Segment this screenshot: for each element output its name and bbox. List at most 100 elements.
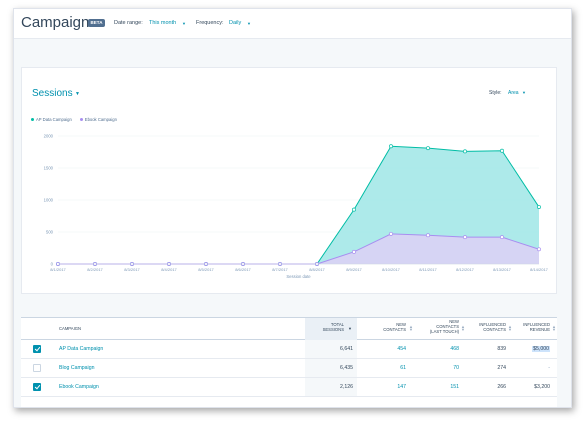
page-header: Campaigns BETA Date range: This month ▼ … — [14, 9, 571, 39]
chart-legend: AP Data Campaign Ebook Campaign — [31, 117, 117, 122]
data-point — [537, 205, 541, 209]
cell-sessions: 6,641 — [340, 346, 353, 352]
x-tick-label: 8/6/2017 — [235, 267, 251, 272]
beta-badge: BETA — [88, 19, 105, 27]
x-tick-label: 8/4/2017 — [161, 267, 177, 272]
sort-icon[interactable]: ▲ ▼ — [409, 324, 413, 332]
data-point — [352, 207, 356, 212]
col-campaign[interactable]: CAMPAIGN — [59, 326, 82, 331]
x-tick-label: 8/3/2017 — [124, 267, 140, 272]
sort-icon[interactable]: ▲ ▼ — [461, 324, 465, 332]
sort-desc-icon: ▼ — [348, 326, 352, 331]
cell-last-touch[interactable]: 468 — [450, 346, 459, 352]
x-tick-label: 8/1/2017 — [50, 267, 66, 272]
revenue-value: $5,000 — [532, 346, 550, 352]
sorted-cell-bg — [305, 340, 357, 358]
y-tick-label: 2000 — [44, 134, 54, 139]
table-row[interactable]: Blog Campaign 6,435 61 70 274 - — [21, 359, 557, 378]
col-new-contacts[interactable]: NEW — [396, 322, 406, 327]
frequency-dropdown[interactable]: Daily — [229, 20, 242, 26]
col-total-sessions[interactable]: TOTAL SESSIONS ▼ — [305, 318, 357, 340]
date-range-label: Date range: — [114, 20, 143, 26]
campaign-link[interactable]: AP Data Campaign — [59, 346, 104, 352]
col-header-line: CONTACTS — [436, 324, 459, 329]
cell-revenue: $5,000 — [510, 346, 550, 352]
col-header-line: CONTACTS — [483, 327, 506, 332]
cell-influenced: 274 — [497, 365, 506, 371]
x-tick-label: 8/12/2017 — [456, 267, 475, 272]
table-row[interactable]: Ebook Campaign 2,126 147 151 266 $3,200 — [21, 378, 557, 397]
legend-item-ebook[interactable]: Ebook Campaign — [79, 117, 117, 122]
legend-dot-icon — [31, 118, 34, 121]
y-tick-label: 500 — [46, 230, 54, 235]
data-point — [389, 144, 393, 149]
campaign-link[interactable]: Blog Campaign — [59, 365, 95, 371]
x-tick-label: 8/7/2017 — [272, 267, 288, 272]
cell-new-contacts[interactable]: 147 — [397, 384, 406, 390]
y-tick-label: 1500 — [44, 166, 54, 171]
cell-revenue: - — [548, 365, 550, 371]
data-point — [389, 231, 393, 236]
row-checkbox[interactable] — [33, 364, 41, 372]
col-influenced-contacts[interactable]: INFLUENCED — [479, 322, 506, 327]
cell-last-touch[interactable]: 70 — [453, 365, 459, 371]
data-point — [500, 235, 504, 240]
x-tick-label: 8/11/2017 — [419, 267, 437, 272]
x-tick-label: 8/13/2017 — [493, 267, 512, 272]
table-row[interactable]: AP Data Campaign 6,641 454 468 839 $5,00… — [21, 340, 557, 359]
x-tick-label: 8/14/2017 — [530, 267, 549, 272]
x-axis-label: Session date — [286, 274, 311, 279]
page-title: Campaigns — [21, 14, 97, 31]
legend-dot-icon — [79, 118, 83, 121]
data-point — [500, 148, 504, 153]
data-point — [537, 247, 541, 252]
sessions-area-chart: 0 500 1000 1500 2000 8/1/2017 8/2/2017 8/3/2017… — [44, 134, 549, 280]
cell-influenced: 266 — [497, 384, 506, 390]
cell-sessions: 6,435 — [340, 365, 353, 371]
y-tick-label: 0 — [51, 262, 54, 267]
chevron-down-icon[interactable]: ▼ — [75, 91, 80, 97]
sorted-cell-bg — [305, 359, 357, 377]
chevron-down-icon[interactable]: ▼ — [247, 21, 251, 26]
row-checkbox[interactable] — [33, 383, 41, 391]
check-icon — [34, 383, 40, 390]
sort-icon[interactable]: ▲ ▼ — [552, 324, 556, 332]
metric-dropdown[interactable]: Sessions — [32, 88, 73, 99]
cell-revenue: $3,200 — [534, 384, 550, 390]
check-icon — [34, 345, 40, 352]
app-window: Campaigns BETA Date range: This month ▼ … — [13, 8, 572, 408]
col-header-line: REVENUE — [529, 327, 550, 332]
date-range-dropdown[interactable]: This month — [149, 20, 177, 26]
frequency-label: Frequency: — [196, 20, 224, 26]
cell-new-contacts[interactable]: 61 — [400, 365, 406, 371]
cell-new-contacts[interactable]: 454 — [397, 346, 406, 352]
legend-item-ap-data[interactable]: AP Data Campaign — [31, 117, 72, 122]
data-point — [463, 235, 467, 240]
col-influenced-revenue[interactable]: INFLUENCED — [523, 322, 550, 327]
cell-influenced: 839 — [497, 346, 506, 352]
sort-icon[interactable]: ▲ ▼ — [508, 324, 512, 332]
data-point — [426, 146, 430, 151]
x-tick-label: 8/9/2017 — [346, 267, 362, 272]
table-header: CAMPAIGN TOTAL SESSIONS ▼ NEW CONTACTS ▲… — [21, 318, 557, 340]
chevron-down-icon[interactable]: ▼ — [522, 90, 526, 95]
style-label: Style: — [489, 90, 502, 96]
x-tick-label: 8/8/2017 — [309, 267, 325, 272]
col-header-line: CONTACTS — [383, 327, 406, 332]
y-tick-label: 1000 — [44, 198, 54, 203]
campaign-link[interactable]: Ebook Campaign — [59, 384, 99, 390]
col-new-contacts-last-touch[interactable]: NEW — [449, 319, 459, 324]
col-header-line: SESSIONS — [322, 327, 344, 332]
col-header-line: (LAST TOUCH) — [429, 329, 459, 334]
sessions-chart-card: Sessions ▼ Style: Area ▼ AP Data Campaig… — [21, 67, 557, 294]
cell-last-touch[interactable]: 151 — [450, 384, 459, 390]
area-series-1 — [58, 233, 539, 264]
row-checkbox[interactable] — [33, 345, 41, 353]
style-dropdown[interactable]: Area — [508, 90, 519, 96]
legend-label: Ebook Campaign — [84, 117, 117, 122]
x-tick-label: 8/2/2017 — [87, 267, 103, 272]
sorted-cell-bg — [305, 378, 357, 396]
chevron-down-icon[interactable]: ▼ — [182, 21, 186, 26]
x-tick-label: 8/5/2017 — [198, 267, 214, 272]
col-header-line: TOTAL — [330, 322, 344, 327]
